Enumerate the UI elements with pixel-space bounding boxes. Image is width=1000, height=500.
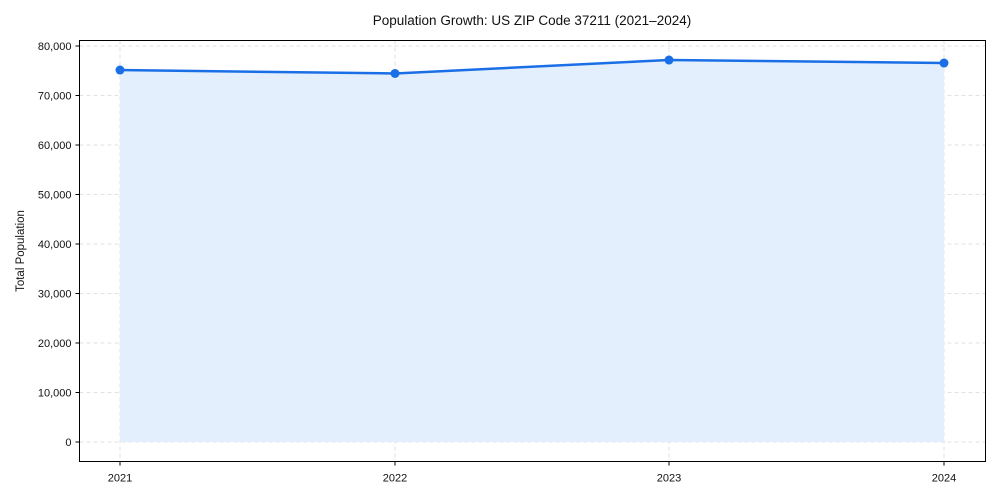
x-axis: 2021 2022 2023 2024	[108, 461, 956, 485]
data-points	[115, 55, 949, 78]
x-tick-label: 2024	[932, 473, 956, 485]
data-point	[939, 58, 949, 68]
y-axis-label: Total Population	[15, 210, 27, 292]
y-tick-label: 30,000	[38, 289, 72, 301]
y-tick-label: 0	[65, 437, 71, 449]
y-tick-label: 80,000	[38, 41, 72, 53]
data-point	[115, 65, 125, 75]
plot-frame	[79, 40, 986, 462]
y-tick-label: 20,000	[38, 338, 72, 350]
area-fill	[120, 60, 944, 443]
data-point	[390, 68, 400, 78]
y-tick-label: 60,000	[38, 140, 72, 152]
y-tick-label: 50,000	[38, 190, 72, 202]
y-tick-label: 10,000	[38, 388, 72, 400]
chart-title: Population Growth: US ZIP Code 37211 (20…	[373, 13, 691, 28]
x-tick-label: 2022	[383, 473, 407, 485]
data-line	[119, 58, 945, 75]
y-tick-label: 40,000	[38, 239, 72, 251]
x-tick-label: 2023	[657, 473, 681, 485]
y-tick-label: 70,000	[38, 91, 72, 103]
data-point	[664, 55, 674, 65]
x-tick-label: 2021	[108, 473, 132, 485]
y-axis: 0 10,000 20,000 30,000 40,000 50,000 60,000 70,…	[38, 41, 80, 449]
